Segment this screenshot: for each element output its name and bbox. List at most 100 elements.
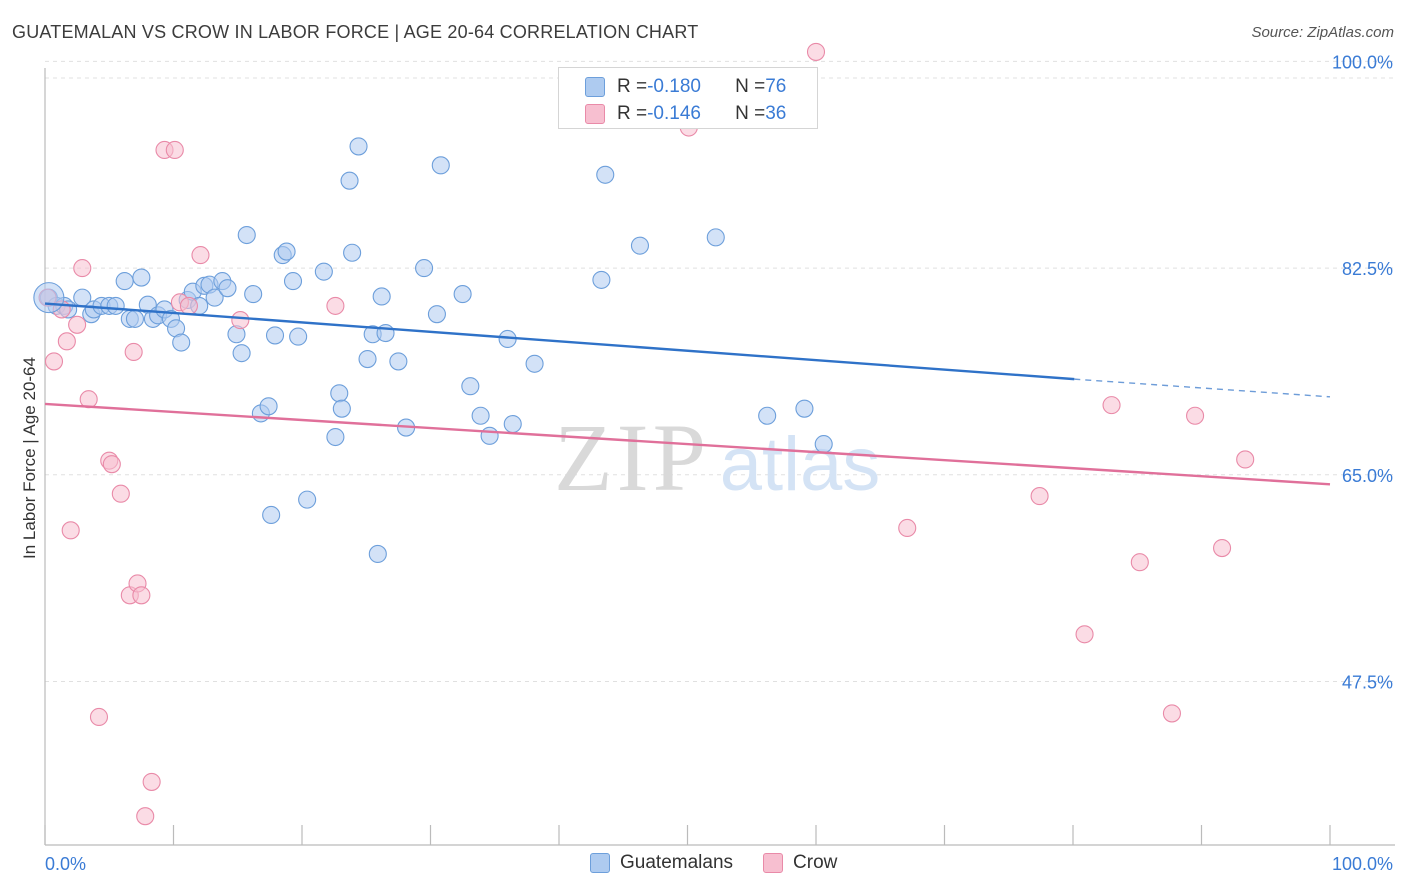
r-label: R = — [617, 76, 648, 97]
crow-point — [231, 311, 250, 330]
crow-point — [1102, 396, 1121, 415]
guatemalans-legend-swatch — [590, 853, 610, 873]
crow-point — [898, 518, 917, 538]
legend-label-crow: Crow — [793, 852, 838, 873]
crow-swatch — [585, 104, 605, 124]
guatemalans-trend-line — [44, 302, 1075, 381]
crow-point — [1130, 553, 1149, 572]
guatemalans-point — [172, 333, 191, 352]
crow-point — [191, 246, 210, 265]
guatemalans-point — [453, 285, 472, 304]
guatemalans-point — [525, 354, 544, 373]
n-label: N = — [735, 76, 766, 97]
y-tick-label: 100.0% — [1332, 52, 1393, 72]
guatemalans-point — [368, 544, 387, 564]
crow-point — [132, 586, 151, 605]
guatemalans-point — [106, 296, 125, 315]
crow-point — [1186, 406, 1205, 425]
guatemalans-point — [218, 279, 237, 298]
r-value: -0.180 — [647, 76, 701, 97]
legend-label-guatemalans: Guatemalans — [620, 852, 734, 873]
guatemalans-point — [340, 171, 359, 190]
trend-lines — [44, 302, 1331, 486]
guatemalans-point — [115, 272, 134, 291]
guatemalans-point — [314, 262, 333, 281]
guatemalans-point — [358, 350, 377, 369]
crow-point — [73, 259, 92, 278]
crow-point — [61, 521, 80, 540]
guatemalans-point — [205, 288, 224, 307]
guatemalans-point — [330, 384, 349, 403]
x-tick-label: 100.0% — [1332, 854, 1393, 874]
legend-item-crow[interactable]: Crow — [763, 852, 837, 874]
guatemalans-point — [244, 285, 263, 304]
guatemalans-point — [415, 259, 434, 278]
legend-item-guatemalans[interactable]: Guatemalans — [590, 852, 733, 874]
crow-point — [44, 352, 64, 371]
y-axis-label: In Labor Force | Age 20-64 — [20, 357, 39, 559]
stats-row-guatemalans: R = -0.180 N = 76 — [585, 74, 786, 100]
guatemalans-point — [372, 287, 391, 306]
crow-point — [165, 140, 184, 160]
crow-point — [136, 807, 155, 826]
grid-lines — [45, 60, 1395, 683]
guatemalans-point — [232, 344, 251, 363]
crow-point — [102, 455, 121, 474]
guatemalans-point — [596, 165, 615, 184]
guatemalans-point — [795, 399, 814, 418]
guatemalans-point — [706, 228, 725, 247]
data-points — [33, 42, 1255, 826]
x-tick-label: 0.0% — [45, 854, 86, 874]
tick-labels: 47.5% 65.0% 82.5% 100.0% 0.0% 100.0% — [45, 52, 1393, 874]
guatemalans-point — [461, 377, 480, 396]
crow-point — [1030, 487, 1049, 506]
guatemalans-point — [277, 242, 296, 261]
watermark-zip: ZIP — [554, 404, 710, 511]
y-tick-label: 82.5% — [1342, 259, 1393, 279]
guatemalans-swatch — [585, 77, 605, 97]
crow-point — [142, 772, 161, 791]
watermark-atlas: atlas — [720, 422, 881, 507]
guatemalans-point — [427, 305, 446, 324]
guatemalans-trend-extension — [1074, 378, 1331, 398]
guatemalans-point — [471, 406, 490, 425]
guatemalans-point — [349, 137, 368, 156]
crow-point — [68, 315, 87, 334]
guatemalans-point — [265, 326, 285, 345]
guatemalans-point — [389, 352, 408, 371]
guatemalans-point — [758, 406, 777, 425]
guatemalans-point — [332, 399, 351, 418]
n-value: 36 — [765, 103, 787, 124]
guatemalans-point — [132, 268, 151, 287]
r-value: -0.146 — [647, 103, 701, 124]
guatemalans-cluster-point — [33, 282, 65, 314]
crow-point — [57, 332, 76, 351]
guatemalans-point — [125, 309, 144, 328]
r-label: R = — [617, 103, 648, 124]
guatemalans-point — [298, 490, 317, 509]
crow-trend-line — [44, 402, 1331, 486]
guatemalans-point — [630, 236, 650, 255]
crow-legend-swatch — [763, 853, 784, 873]
guatemalans-point — [431, 156, 450, 175]
crow-point — [179, 296, 198, 315]
guatemalans-point — [326, 427, 345, 447]
series-legend: Guatemalans Crow — [590, 852, 837, 874]
crow-point — [111, 484, 130, 503]
guatemalans-point — [503, 414, 522, 434]
guatemalans-point — [480, 426, 499, 445]
chart-title: GUATEMALAN VS CROW IN LABOR FORCE | AGE … — [12, 22, 699, 42]
y-tick-label: 47.5% — [1342, 673, 1393, 693]
guatemalans-point — [814, 435, 833, 454]
guatemalans-point — [592, 270, 611, 289]
guatemalans-point — [259, 397, 278, 416]
guatemalans-point — [343, 243, 362, 262]
source-label: Source: ZipAtlas.com — [1251, 24, 1394, 41]
n-label: N = — [735, 103, 766, 124]
guatemalans-point — [237, 225, 256, 245]
axes — [44, 68, 1395, 846]
crow-point — [124, 342, 143, 362]
crow-point — [326, 296, 345, 315]
guatemalans-point — [262, 505, 281, 525]
watermark: ZIP atlas — [554, 404, 880, 511]
